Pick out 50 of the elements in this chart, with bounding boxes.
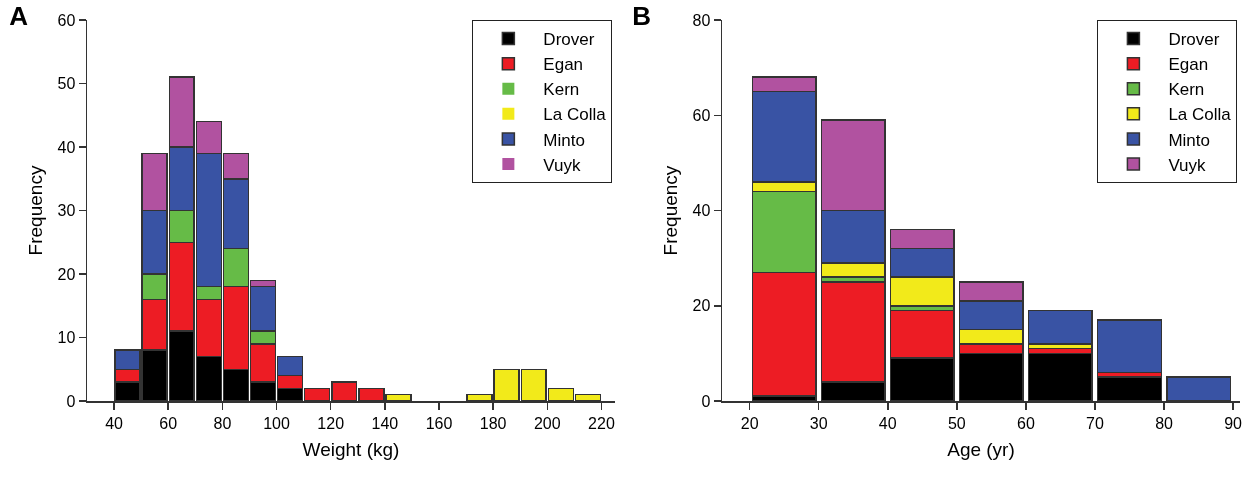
y-tick-label: 20 xyxy=(57,265,76,283)
bar xyxy=(1096,319,1163,374)
legend-label: Drover xyxy=(1168,30,1220,50)
x-axis-title: Age (yr) xyxy=(947,439,1015,461)
y-tick-label: 20 xyxy=(692,297,711,315)
x-tick-label: 30 xyxy=(809,414,828,432)
y-tick-label: 40 xyxy=(692,202,711,220)
y-tick-label: 60 xyxy=(57,11,76,29)
x-tick-label: 80 xyxy=(213,414,232,432)
x-tick-label: 20 xyxy=(740,414,759,432)
chart-title: A xyxy=(9,1,29,32)
y-tick-label: 0 xyxy=(701,392,711,410)
y-tick-label: 0 xyxy=(66,392,76,410)
legend-label: Drover xyxy=(543,30,595,50)
x-tick-label: 90 xyxy=(1224,414,1243,432)
legend-label: Minto xyxy=(543,130,585,150)
x-tick-label: 120 xyxy=(317,414,345,432)
x-tick-label: 160 xyxy=(425,414,453,432)
x-axis-title: Weight (kg) xyxy=(302,439,400,461)
legend-label: Kern xyxy=(1168,80,1205,100)
x-tick-label: 40 xyxy=(105,414,124,432)
legend-label: La Colla xyxy=(1168,105,1232,125)
legend-label: Vuyk xyxy=(1168,155,1207,175)
legend-label: Minto xyxy=(1168,130,1210,150)
legend-label: Kern xyxy=(543,80,580,100)
y-axis-title: Frequency xyxy=(659,165,681,256)
legend-label: La Colla xyxy=(543,105,607,125)
y-tick-label: 40 xyxy=(57,138,76,156)
x-tick-label: 220 xyxy=(588,414,615,432)
x-tick-label: 140 xyxy=(371,414,399,432)
y-tick-label: 80 xyxy=(692,11,711,29)
bar xyxy=(1027,309,1093,345)
chart-title: B xyxy=(632,1,652,32)
x-tick-label: 80 xyxy=(1155,414,1174,432)
legend-label: Egan xyxy=(543,55,584,75)
legend-label: Egan xyxy=(1168,55,1209,75)
x-tick-label: 60 xyxy=(1016,414,1035,432)
y-tick-label: 30 xyxy=(57,202,76,220)
y-axis-title: Frequency xyxy=(24,165,46,256)
x-tick-label: 180 xyxy=(479,414,507,432)
x-tick-label: 100 xyxy=(263,414,290,432)
x-tick-label: 50 xyxy=(947,414,966,432)
legend-label: Vuyk xyxy=(543,155,582,175)
y-tick-label: 60 xyxy=(692,106,711,124)
x-tick-label: 60 xyxy=(159,414,178,432)
x-tick-label: 70 xyxy=(1086,414,1104,432)
x-tick-label: 200 xyxy=(533,414,561,432)
y-tick-label: 10 xyxy=(57,329,76,347)
x-tick-label: 40 xyxy=(878,414,897,432)
y-tick-label: 50 xyxy=(57,75,76,93)
